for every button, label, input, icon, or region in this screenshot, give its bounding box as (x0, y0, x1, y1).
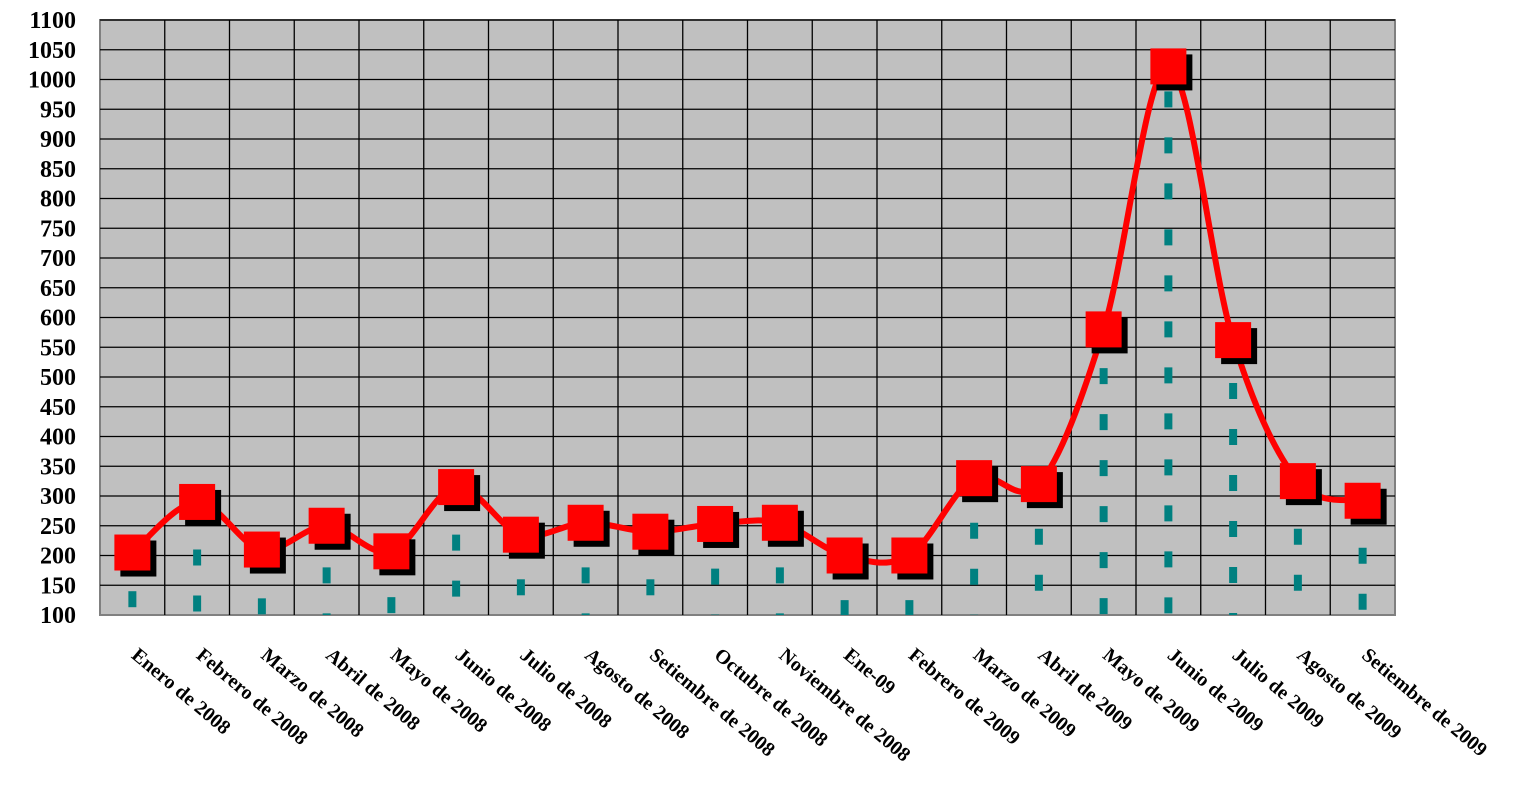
y-tick-label: 500 (40, 365, 76, 391)
y-tick-label: 750 (40, 216, 76, 242)
y-tick-label: 900 (40, 127, 76, 153)
y-tick-label: 1100 (29, 8, 76, 34)
y-tick-label: 200 (40, 544, 76, 570)
red-square-markers (114, 48, 1387, 580)
teal-dotted-series (128, 91, 1367, 615)
marker-square (891, 537, 928, 574)
red-square-marker (1150, 48, 1193, 91)
red-square-marker (243, 531, 286, 574)
red-square-marker (308, 507, 351, 550)
x-tick-label: Febrero de 2008 (192, 644, 312, 750)
red-square-marker (632, 513, 675, 556)
marker-square (761, 504, 798, 541)
red-square-marker (179, 483, 222, 526)
red-square-marker (373, 533, 416, 576)
y-tick-label: 400 (40, 425, 76, 451)
red-square-marker (438, 469, 481, 512)
y-tick-label: 850 (40, 157, 76, 183)
y-tick-label: 650 (40, 276, 76, 302)
y-axis-ticks: 100 150 200 250 300 350 400 450 500 550 600 650 700 7… (28, 8, 76, 629)
red-square-marker (891, 537, 934, 580)
y-tick-label: 1050 (28, 38, 76, 64)
red-square-marker (502, 516, 545, 559)
x-tick-label: Ene-09 (839, 644, 899, 699)
marker-square (179, 483, 216, 520)
red-square-marker (697, 505, 740, 548)
marker-square (373, 533, 410, 570)
red-square-marker (1085, 311, 1128, 354)
marker-square (1215, 322, 1252, 359)
red-square-marker (956, 460, 999, 503)
y-tick-label: 150 (40, 573, 76, 599)
y-tick-label: 700 (40, 246, 76, 272)
marker-square (632, 513, 669, 550)
y-tick-label: 600 (40, 306, 76, 332)
y-tick-label: 1000 (28, 68, 76, 94)
red-square-marker (1279, 463, 1322, 506)
y-tick-label: 550 (40, 335, 76, 361)
marker-square (1344, 482, 1381, 519)
y-tick-label: 450 (40, 395, 76, 421)
marker-square (567, 504, 604, 541)
marker-square (502, 516, 539, 553)
marker-square (1020, 466, 1057, 503)
red-square-marker (1215, 322, 1258, 365)
marker-square (243, 531, 280, 568)
x-tick-label: Febrero de 2009 (904, 644, 1024, 750)
red-square-marker (114, 534, 157, 577)
red-square-marker (1344, 482, 1387, 525)
red-series-line (130, 63, 1364, 566)
marker-square (1150, 48, 1187, 85)
y-tick-label: 800 (40, 187, 76, 213)
red-square-marker (1020, 466, 1063, 509)
grid-lines (100, 19, 1395, 615)
y-tick-label: 950 (40, 97, 76, 123)
y-tick-label: 300 (40, 484, 76, 510)
marker-square (114, 534, 151, 571)
y-tick-label: 250 (40, 514, 76, 540)
marker-square (1279, 463, 1316, 500)
y-tick-label: 100 (40, 603, 76, 629)
red-square-marker (567, 504, 610, 547)
marker-square (438, 469, 475, 506)
red-square-marker (826, 537, 869, 580)
marker-square (308, 507, 345, 544)
y-tick-label: 350 (40, 454, 76, 480)
x-tick-label: Octubre de 2008 (710, 644, 832, 751)
red-square-marker (761, 504, 804, 547)
marker-square (1085, 311, 1122, 348)
red-line-series (130, 63, 1364, 566)
marker-square (826, 537, 863, 574)
marker-square (697, 505, 734, 542)
marker-square (956, 460, 993, 497)
